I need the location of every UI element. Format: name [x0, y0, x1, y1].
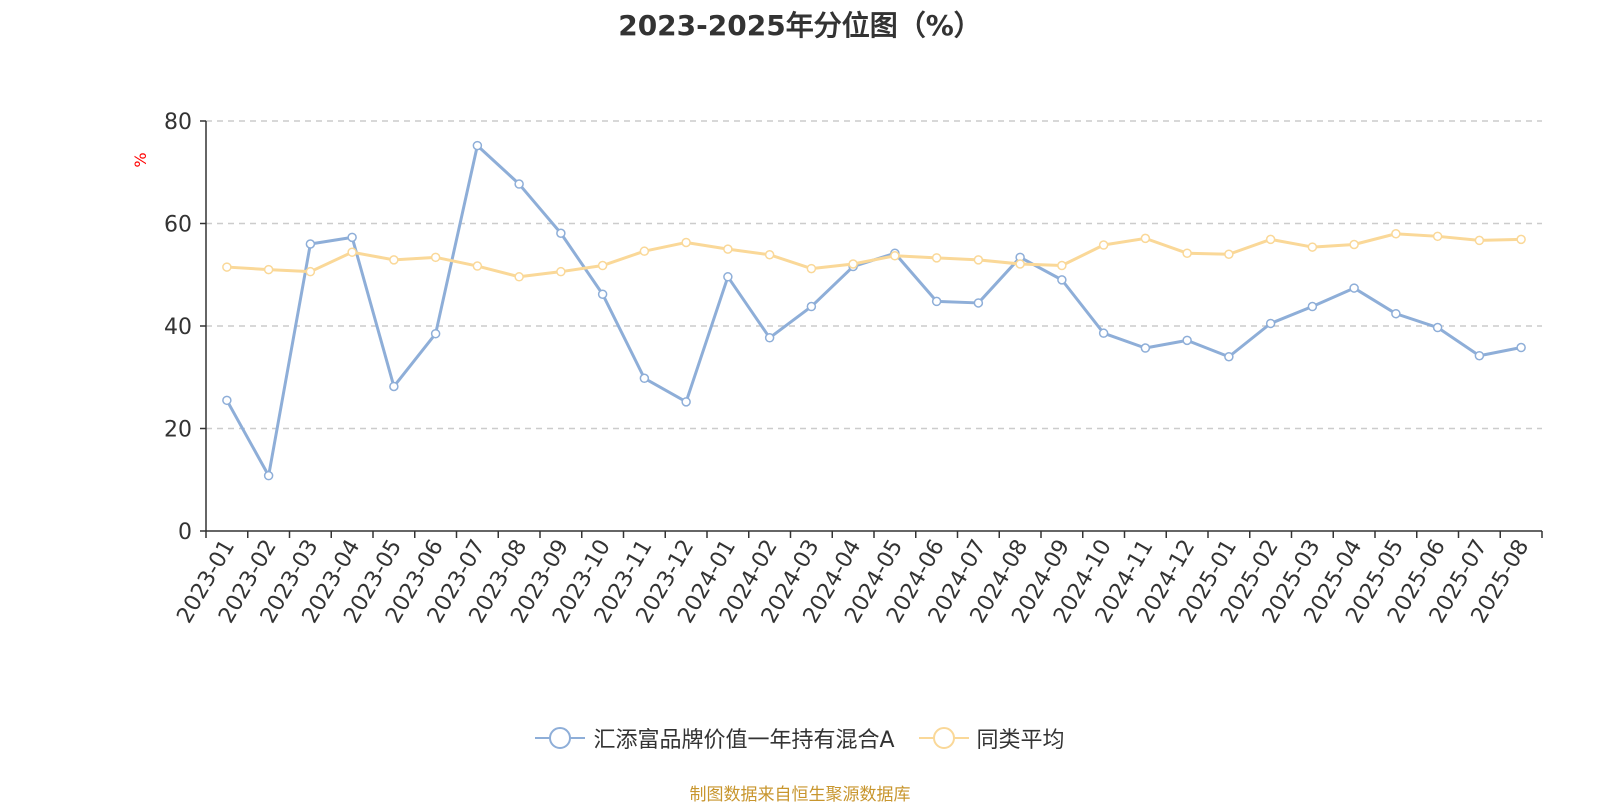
data-point-1: [514, 179, 524, 189]
data-point-2: [597, 260, 608, 271]
data-point-1: [556, 228, 566, 238]
data-point-1: [764, 333, 775, 343]
data-point-2: [1265, 234, 1276, 245]
data-point-2: [1432, 231, 1443, 242]
data-point-2: [639, 246, 650, 256]
data-point-2: [764, 250, 775, 260]
data-point-2: [1516, 234, 1526, 245]
data-point-2: [1140, 233, 1151, 244]
data-point-2: [681, 237, 691, 248]
data-point-1: [1224, 352, 1234, 362]
data-point-1: [1265, 318, 1276, 329]
series-line-1: [225, 144, 1522, 478]
data-point-1: [639, 373, 650, 384]
series-line-2: [226, 232, 1522, 279]
data-point-1: [430, 328, 441, 339]
data-point-2: [472, 261, 483, 271]
data-point-2: [1098, 240, 1109, 250]
data-point-2: [514, 272, 524, 282]
data-point-2: [389, 255, 399, 265]
data-point-2: [1057, 260, 1067, 271]
data-point-1: [1140, 343, 1151, 353]
y-tick-label: 60: [164, 213, 192, 238]
data-point-2: [1224, 249, 1234, 259]
data-point-1: [1349, 283, 1359, 293]
legend-symbol-series-2: [918, 727, 969, 749]
series-2: [222, 229, 1526, 282]
legend-label-series-1: 汇添富品牌价值一年持有混合A: [593, 728, 895, 753]
data-point-1: [973, 298, 984, 308]
data-point-2: [723, 244, 733, 254]
data-point-2: [1474, 235, 1485, 246]
data-point-2: [1015, 259, 1025, 269]
data-point-1: [305, 239, 316, 249]
data-point-1: [681, 397, 691, 407]
data-point-1: [931, 296, 942, 307]
data-point-1: [1307, 301, 1318, 312]
data-point-2: [222, 262, 232, 272]
y-tick-label: 40: [164, 315, 192, 340]
y-tick-label: 20: [164, 418, 192, 443]
data-point-1: [723, 272, 733, 282]
axes: 0204060802023-012023-022023-032023-04202…: [164, 110, 1543, 628]
data-point-1: [222, 395, 232, 406]
source-note: 制图数据来自恒生聚源数据库: [689, 785, 911, 805]
data-point-1: [1474, 350, 1485, 361]
legend-symbol-series-1: [535, 727, 586, 749]
data-point-2: [263, 264, 274, 275]
data-point-2: [1391, 229, 1401, 239]
data-point-2: [931, 253, 942, 263]
legend-item-series-2[interactable]: 同类平均: [918, 722, 1065, 754]
data-point-1: [1516, 342, 1526, 353]
chart-title: 2023-2025年分位图（%）: [618, 9, 982, 42]
data-point-2: [1307, 242, 1318, 252]
data-point-2: [806, 263, 817, 274]
data-point-1: [1057, 275, 1067, 285]
data-point-1: [1432, 322, 1443, 333]
data-point-2: [890, 251, 900, 261]
data-point-2: [1182, 248, 1192, 258]
data-point-1: [347, 232, 357, 243]
data-point-2: [556, 266, 566, 277]
legend-item-series-1[interactable]: 汇添富品牌价值一年持有混合A: [535, 722, 895, 754]
legend-label-series-2: 同类平均: [976, 728, 1065, 753]
legend: 汇添富品牌价值一年持有混合A 同类平均: [0, 722, 1600, 754]
data-point-2: [347, 247, 357, 257]
y-axis-unit-label: %: [131, 152, 150, 167]
data-point-1: [1098, 328, 1109, 338]
data-point-1: [1391, 308, 1401, 319]
series-layer: [222, 140, 1526, 481]
data-point-2: [430, 252, 441, 263]
grid-lines: [206, 120, 1542, 430]
data-point-1: [389, 381, 399, 392]
data-point-2: [1349, 239, 1359, 250]
data-point-1: [597, 289, 608, 299]
data-point-2: [973, 255, 984, 265]
y-tick-label: 80: [164, 110, 192, 135]
data-point-1: [263, 470, 274, 481]
data-point-1: [1182, 335, 1192, 346]
data-point-1: [806, 301, 817, 312]
data-point-2: [848, 259, 858, 269]
data-point-2: [305, 266, 316, 277]
y-tick-label: 0: [178, 520, 192, 545]
data-point-1: [472, 140, 483, 151]
